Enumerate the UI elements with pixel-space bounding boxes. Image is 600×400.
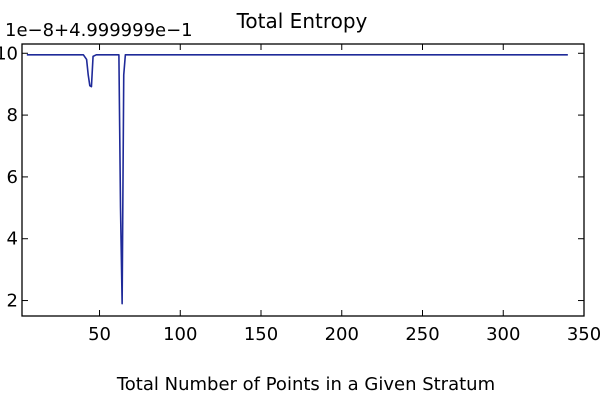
chart-title: Total Entropy xyxy=(236,9,368,33)
plot-frame xyxy=(21,43,585,317)
y-tick-label: 2 xyxy=(7,291,18,312)
x-axis-label: Total Number of Points in a Given Stratu… xyxy=(116,374,495,395)
x-tick-label: 250 xyxy=(405,324,439,345)
tick-layer: 50 100 150 200 250 300 350 2 4 6 8 10 xyxy=(0,43,600,345)
x-tick-label: 350 xyxy=(567,324,600,345)
axis-offset-text: 1e−8+4.999999e−1 xyxy=(5,20,193,41)
y-tick-label: 10 xyxy=(0,43,18,64)
x-tick-label: 100 xyxy=(163,324,197,345)
x-tick-label: 200 xyxy=(325,324,359,345)
series-layer xyxy=(26,54,568,305)
x-tick-label: 300 xyxy=(486,324,520,345)
y-tick-label: 6 xyxy=(7,167,18,188)
x-tick-label: 50 xyxy=(88,324,111,345)
x-tick-label: 150 xyxy=(244,324,278,345)
series-line xyxy=(26,54,568,305)
y-tick-label: 4 xyxy=(7,229,18,250)
y-tick-label: 8 xyxy=(7,105,18,126)
